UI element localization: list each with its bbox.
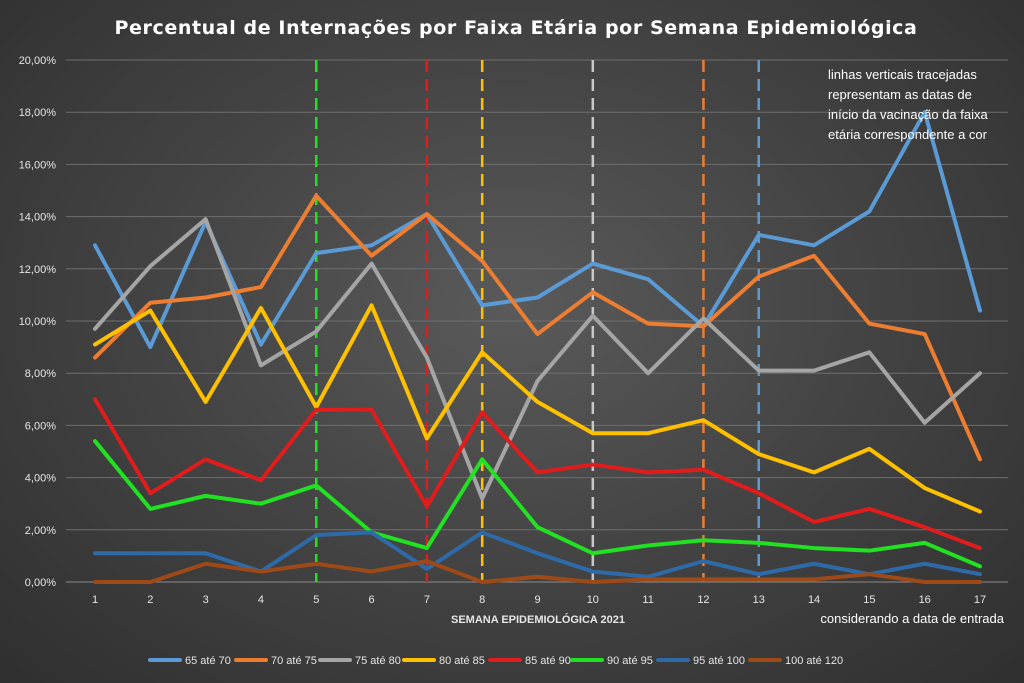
x-tick-label: 8 [479, 594, 485, 606]
x-tick-label: 1 [92, 594, 98, 606]
series-line [93, 217, 982, 501]
annotation-line-4: etária correspondente a cor [828, 127, 988, 142]
x-axis-note: considerando a data de entrada [820, 611, 1004, 626]
annotation-line-2: representam as datas de [828, 87, 972, 102]
legend-label: 100 até 120 [785, 655, 843, 667]
y-tick-label: 6,00% [25, 420, 56, 432]
x-tick-label: 16 [919, 594, 931, 606]
x-axis-label: SEMANA EPIDEMIOLÓGICA 2021 [451, 613, 625, 626]
y-tick-label: 0,00% [25, 577, 56, 589]
x-tick-label: 2 [147, 594, 153, 606]
legend-label: 65 até 70 [185, 655, 231, 667]
series-line [93, 397, 982, 551]
series-line [93, 303, 982, 514]
x-tick-label: 4 [258, 594, 264, 606]
annotation-line-3: início da vacinação da faixa [828, 107, 988, 122]
x-tick-label: 10 [587, 594, 599, 606]
x-tick-label: 12 [697, 594, 709, 606]
y-tick-label: 14,00% [19, 212, 57, 224]
y-tick-label: 4,00% [25, 473, 56, 485]
x-tick-label: 7 [424, 594, 430, 606]
annotation-line-1: linhas verticais tracejadas [828, 67, 977, 82]
x-tick-label: 15 [863, 594, 875, 606]
x-tick-label: 17 [974, 594, 986, 606]
series-line [93, 110, 982, 350]
annotation-box: linhas verticais tracejadas representam … [828, 67, 988, 142]
x-tick-label: 11 [642, 594, 653, 606]
legend-label: 90 até 95 [607, 655, 653, 667]
series-lines [93, 110, 982, 584]
x-tick-label: 3 [203, 594, 209, 606]
x-tick-label: 9 [534, 594, 540, 606]
vaccination-markers [315, 60, 760, 582]
y-tick-label: 16,00% [19, 159, 57, 171]
chart-title: Percentual de Internações por Faixa Etár… [115, 17, 918, 39]
y-axis-ticks: 0,00% 2,00% 4,00% 6,00% 8,00% 10,00% 12,00% 14,… [19, 55, 57, 589]
legend-label: 70 até 75 [271, 655, 317, 667]
y-tick-label: 12,00% [19, 264, 57, 276]
x-tick-label: 5 [313, 594, 319, 606]
series-line [93, 193, 982, 462]
y-tick-label: 20,00% [19, 55, 57, 67]
y-tick-label: 10,00% [19, 316, 57, 328]
series-line [93, 530, 982, 579]
x-tick-label: 14 [808, 594, 820, 606]
legend-label: 85 até 90 [525, 655, 571, 667]
x-tick-label: 13 [753, 594, 765, 606]
legend: 65 até 70 70 até 75 75 até 80 80 até 85 85 a… [148, 655, 843, 667]
legend-label: 80 até 85 [439, 655, 485, 667]
series-line [93, 439, 982, 569]
x-tick-label: 6 [369, 594, 375, 606]
legend-label: 75 até 80 [355, 655, 401, 667]
y-tick-label: 8,00% [25, 368, 56, 380]
y-tick-label: 2,00% [25, 525, 56, 537]
series-line [93, 559, 982, 584]
legend-label: 95 até 100 [693, 655, 745, 667]
y-tick-label: 18,00% [19, 107, 57, 119]
x-axis-ticks: 1 2 3 4 5 6 7 8 9 10 11 12 13 14 15 16 17 [92, 594, 986, 606]
